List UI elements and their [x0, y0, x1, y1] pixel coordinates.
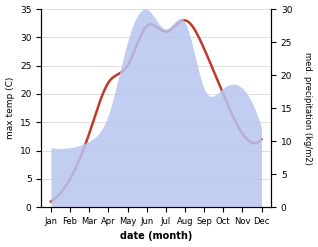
- Y-axis label: med. precipitation (kg/m2): med. precipitation (kg/m2): [303, 52, 313, 165]
- Y-axis label: max temp (C): max temp (C): [5, 77, 15, 139]
- X-axis label: date (month): date (month): [120, 231, 192, 242]
